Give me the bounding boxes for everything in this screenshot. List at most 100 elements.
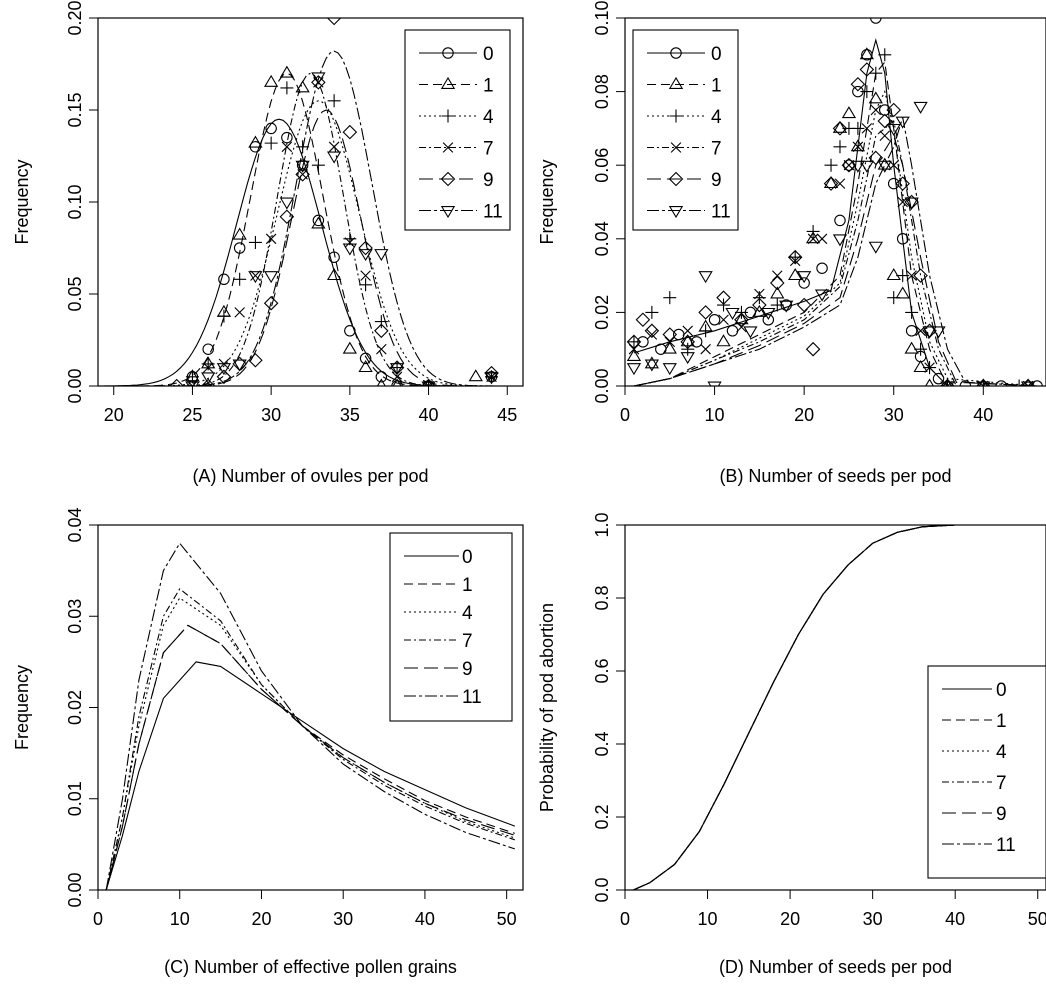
x-tick-label: 10: [170, 909, 190, 929]
data-point-9: [895, 176, 910, 191]
data-point-4: [699, 324, 713, 338]
legend-label: 1: [711, 76, 722, 97]
data-point-9: [716, 290, 731, 305]
data-point-1: [752, 304, 767, 317]
data-point-11: [850, 160, 866, 173]
x-tick-label: 0: [620, 405, 630, 425]
y-tick-label: 0.15: [65, 92, 85, 127]
data-point-0: [375, 371, 388, 383]
legend-label: 4: [996, 742, 1007, 763]
data-point-1: [841, 106, 857, 119]
data-point-1: [868, 91, 883, 104]
data-point-0: [905, 325, 918, 337]
legend-label: 0: [462, 547, 473, 568]
data-point-7: [234, 307, 245, 318]
data-point-4: [752, 291, 766, 305]
data-point-4: [248, 235, 262, 249]
series-11: [626, 101, 1038, 386]
data-point-9: [877, 113, 893, 129]
legend-box: [404, 29, 511, 231]
data-point-11: [326, 151, 342, 164]
data-point-11: [743, 326, 758, 339]
x-tick-label: 40: [945, 909, 965, 929]
x-tick-label: 20: [104, 405, 124, 425]
legend-label: 7: [996, 773, 1007, 794]
data-point-11: [895, 116, 910, 129]
data-point-11: [644, 359, 660, 372]
data-point-9: [279, 209, 295, 224]
x-tick-label: 0: [620, 909, 630, 929]
data-point-0: [312, 214, 325, 227]
legend: 0 1 4 7 9 11: [632, 29, 739, 231]
y-tick-label: 0.6: [592, 658, 612, 683]
data-point-11: [976, 381, 991, 386]
series-line-9: [105, 624, 515, 890]
data-point-11: [779, 300, 794, 313]
data-point-7: [754, 288, 765, 300]
data-point-11: [484, 372, 499, 385]
data-point-9: [484, 365, 499, 381]
data-point-9: [868, 150, 884, 166]
data-point-11: [877, 160, 892, 173]
data-point-11: [626, 363, 642, 376]
data-point-11: [232, 359, 247, 372]
data-point-4: [233, 272, 247, 286]
data-point-1: [376, 378, 386, 386]
data-point-9: [644, 323, 660, 339]
legend-marker: [669, 109, 683, 123]
y-tick-label: 0.00: [65, 368, 85, 403]
data-point-0: [798, 277, 810, 289]
data-point-4: [896, 269, 910, 283]
y-tick-label: 0.03: [65, 599, 85, 634]
data-point-7: [328, 141, 340, 153]
series-line-0: [105, 661, 515, 890]
data-point-1: [392, 378, 402, 386]
data-point-9: [635, 312, 651, 328]
legend-label: 4: [483, 107, 494, 128]
data-point-4: [1012, 379, 1026, 386]
x-tick-label: 40: [973, 405, 993, 425]
series-line-9: [98, 109, 523, 386]
x-axis-label: (B) Number of seeds per pod: [719, 466, 951, 486]
data-point-11: [342, 243, 357, 256]
data-point-11: [389, 363, 405, 376]
data-point-7: [344, 237, 356, 248]
data-point-11: [814, 289, 830, 302]
plot-area: [626, 18, 1043, 386]
legend-label: 9: [711, 170, 722, 191]
data-point-0: [762, 314, 775, 326]
data-point-9: [295, 167, 310, 182]
data-point-9: [913, 268, 928, 283]
y-tick-label: 1.0: [592, 512, 612, 537]
x-tick-label: 45: [497, 405, 517, 425]
data-point-4: [185, 370, 199, 384]
x-tick-label: 20: [251, 909, 271, 929]
data-point-1: [342, 341, 357, 354]
data-point-4: [217, 309, 231, 323]
data-point-7: [772, 270, 783, 281]
legend-label: 1: [462, 575, 473, 596]
data-point-4: [663, 291, 677, 305]
data-point-4: [851, 121, 865, 135]
y-tick-label: 0.8: [592, 585, 612, 610]
data-point-0: [834, 214, 846, 227]
data-point-7: [250, 270, 261, 281]
x-tick-label: 20: [780, 909, 800, 929]
data-point-1: [832, 120, 848, 133]
legend-marker: [440, 171, 456, 187]
data-point-1: [942, 378, 952, 386]
y-tick-label: 0.0: [592, 877, 612, 902]
data-point-1: [886, 268, 901, 281]
data-point-1: [925, 378, 935, 386]
legend-marker: [441, 109, 455, 123]
x-tick-label: 20: [794, 405, 814, 425]
x-tick-label: 35: [340, 405, 360, 425]
data-point-9: [342, 124, 358, 140]
data-point-11: [922, 326, 937, 339]
data-point-1: [734, 312, 749, 325]
panel-d: 0 10 20 30 40 500.00.20.40.60.81.0(D) Number …: [537, 512, 1046, 977]
series-line-7: [105, 588, 515, 890]
data-point-9: [859, 62, 875, 77]
data-point-9: [1020, 378, 1036, 386]
data-point-9: [850, 76, 866, 92]
